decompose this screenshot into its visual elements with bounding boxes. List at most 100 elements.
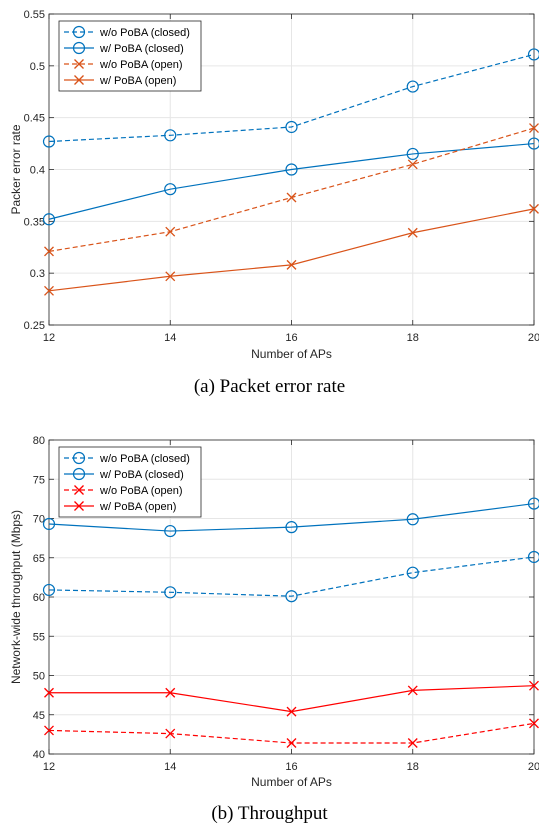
series-2 xyxy=(44,123,539,257)
y-tick-label: 0.55 xyxy=(24,9,45,21)
x-tick-label: 20 xyxy=(528,332,539,344)
legend-marker xyxy=(74,75,84,85)
y-tick-label: 65 xyxy=(33,553,45,565)
x-tick-label: 18 xyxy=(407,332,419,344)
legend-box xyxy=(58,20,202,92)
caption: (a) Packet error rate xyxy=(194,376,345,397)
y-axis-label: Network-wide throughput (Mbps) xyxy=(9,510,23,684)
chart-packet-error-rate: 12 14 16 18 20 0.25 0.3 0.35 0.4 0.45 0.5 0.55 Numbe… xyxy=(9,9,539,397)
legend-marker xyxy=(72,41,86,55)
legend-label: w/o PoBA (closed) xyxy=(99,27,190,39)
data-point xyxy=(529,680,539,691)
data-point xyxy=(285,163,298,176)
data-point xyxy=(406,566,419,579)
data-point xyxy=(44,687,54,698)
x-tick-label: 16 xyxy=(285,332,297,344)
chart-throughput: 12 14 16 18 20 40 45 50 55 60 65 70 75 80 Number of AP… xyxy=(9,435,539,824)
data-point xyxy=(407,685,418,696)
data-point xyxy=(286,706,297,717)
data-point xyxy=(527,48,539,61)
data-point xyxy=(406,513,419,526)
legend: w/o PoBA (closed) w/ PoBA (closed) w/o PoB… xyxy=(58,20,202,92)
y-tick-label: 40 xyxy=(33,749,45,761)
legend-marker xyxy=(74,59,84,69)
series-1 xyxy=(42,137,539,226)
data-point xyxy=(44,285,54,296)
data-point xyxy=(164,183,177,196)
data-point xyxy=(285,521,298,534)
series-2 xyxy=(44,718,539,748)
y-tick-label: 50 xyxy=(33,671,45,683)
y-tick-label: 0.25 xyxy=(24,320,45,332)
data-point xyxy=(42,517,56,531)
series-3 xyxy=(44,680,539,717)
x-axis-label: Number of APs xyxy=(251,347,332,361)
legend-marker xyxy=(72,467,86,481)
legend-box xyxy=(58,446,202,518)
legend-marker xyxy=(72,25,86,39)
y-tick-label: 0.45 xyxy=(24,113,45,125)
series-line xyxy=(48,53,535,143)
legend-marker xyxy=(72,451,86,465)
y-tick-label: 0.5 xyxy=(30,61,45,73)
legend: w/o PoBA (closed) w/ PoBA (closed) w/o PoB… xyxy=(58,446,202,518)
data-point xyxy=(407,159,418,170)
data-point xyxy=(286,738,297,748)
y-tick-label: 75 xyxy=(33,474,45,486)
series-line xyxy=(48,556,535,597)
data-point xyxy=(44,725,54,736)
data-point xyxy=(165,226,176,237)
data-point xyxy=(407,738,418,748)
data-point xyxy=(165,728,176,739)
y-tick-label: 70 xyxy=(33,514,45,526)
series-0 xyxy=(42,48,539,148)
legend-marker xyxy=(74,485,84,495)
data-point xyxy=(529,203,539,214)
y-tick-label: 0.4 xyxy=(30,165,45,177)
data-point xyxy=(285,590,298,603)
y-axis-label: Packer error rate xyxy=(9,124,23,214)
y-tick-label: 0.3 xyxy=(30,268,45,280)
legend-label: w/ PoBA (open) xyxy=(99,501,176,513)
data-point xyxy=(164,524,177,538)
series-0 xyxy=(42,550,539,603)
data-point xyxy=(286,259,297,270)
data-point xyxy=(42,583,56,597)
x-tick-label: 14 xyxy=(164,332,176,344)
data-point xyxy=(285,120,298,134)
y-tick-label: 80 xyxy=(33,435,45,447)
legend-label: w/ PoBA (closed) xyxy=(99,43,184,55)
data-point xyxy=(527,137,539,150)
x-tick-label: 16 xyxy=(285,761,297,773)
data-point xyxy=(164,586,177,599)
data-point xyxy=(529,718,539,729)
data-point xyxy=(165,687,176,698)
data-point xyxy=(527,550,539,564)
data-point xyxy=(406,80,419,93)
data-point xyxy=(406,147,419,161)
legend-label: w/o PoBA (open) xyxy=(99,485,183,497)
data-point xyxy=(286,192,297,203)
data-point xyxy=(42,135,56,148)
y-tick-label: 60 xyxy=(33,592,45,604)
x-tick-label: 18 xyxy=(407,761,419,773)
y-tick-label: 0.35 xyxy=(24,216,45,228)
data-point xyxy=(44,246,54,257)
series-line xyxy=(48,142,535,220)
data-point xyxy=(529,123,539,133)
series-3 xyxy=(44,203,539,296)
x-axis-label: Number of APs xyxy=(251,775,332,789)
legend-marker xyxy=(74,501,84,511)
legend-label: w/ PoBA (open) xyxy=(99,75,176,87)
data-point xyxy=(164,129,177,142)
series-line xyxy=(48,502,535,532)
data-point xyxy=(165,271,176,282)
y-tick-label: 45 xyxy=(33,710,45,722)
legend-label: w/o PoBA (closed) xyxy=(99,453,190,465)
legend-label: w/ PoBA (closed) xyxy=(99,469,184,481)
y-tick-label: 55 xyxy=(33,631,45,643)
x-tick-label: 20 xyxy=(528,761,539,773)
series-1 xyxy=(42,497,539,538)
caption: (b) Throughput xyxy=(211,803,328,824)
